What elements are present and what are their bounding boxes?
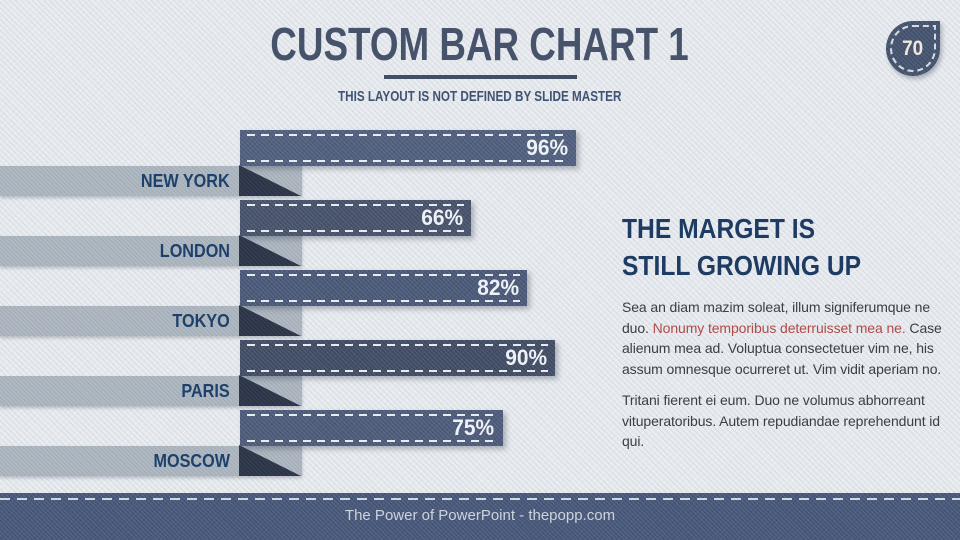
bar-moscow: 75% <box>240 410 503 446</box>
category-label: NEW YORK <box>141 170 230 191</box>
stitch-line <box>247 300 520 302</box>
title-underline <box>383 74 577 79</box>
value-label: 82% <box>477 275 519 300</box>
text-block: THE MARGET IS STILL GROWING UP Sea an di… <box>622 210 954 463</box>
stitch-line <box>247 230 464 232</box>
chart-row: TOKYO 82% <box>0 270 620 340</box>
stitch-line <box>247 414 496 416</box>
body-paragraph-2: Tritani fierent ei eum. Duo ne volumus a… <box>622 392 940 449</box>
value-label: 96% <box>526 135 568 160</box>
slide-subtitle: THIS LAYOUT IS NOT DEFINED BY SLIDE MAST… <box>338 87 622 105</box>
bar-tokyo: 82% <box>240 270 527 306</box>
stitch-line <box>247 204 464 206</box>
page-title: CUSTOM BAR CHART 1 <box>270 18 690 70</box>
bar-paris: 90% <box>240 340 555 376</box>
value-label: 66% <box>421 205 463 230</box>
page-number: 70 <box>902 36 924 60</box>
chart-row: NEW YORK 96% <box>0 130 620 200</box>
value-label: 90% <box>505 345 547 370</box>
bar-new-york: 96% <box>240 130 576 166</box>
chart-row: PARIS 90% <box>0 340 620 410</box>
stitch-line <box>247 274 520 276</box>
stitch-line <box>0 498 960 500</box>
chart-row: MOSCOW 75% <box>0 410 620 480</box>
footer-bar: The Power of PowerPoint - thepopp.com <box>0 493 960 540</box>
stitch-line <box>247 440 496 442</box>
category-label: TOKYO <box>172 310 230 331</box>
category-label: MOSCOW <box>153 450 231 471</box>
value-label: 75% <box>452 415 495 440</box>
bar-london: 66% <box>240 200 471 236</box>
stitch-line <box>247 344 548 346</box>
bar-chart: NEW YORK 96% LONDON 66% TOKYO <box>0 130 620 480</box>
stitch-line <box>247 160 569 162</box>
category-label: PARIS <box>181 380 230 401</box>
category-label: LONDON <box>159 240 230 261</box>
slide-header: CUSTOM BAR CHART 1 THIS LAYOUT IS NOT DE… <box>0 0 960 105</box>
body-paragraph-1: Sea an diam mazim soleat, illum signifer… <box>622 299 942 377</box>
page-number-badge: 70 <box>886 21 940 76</box>
stitch-line <box>247 370 548 372</box>
highlighted-text: Nonumy temporibus deterruisset mea ne. <box>652 319 906 336</box>
stitch-border <box>890 25 936 72</box>
section-heading: THE MARGET IS STILL GROWING UP <box>622 213 862 281</box>
footer-credit: The Power of PowerPoint - thepopp.com <box>344 507 616 524</box>
stitch-line <box>247 134 569 136</box>
chart-row: LONDON 66% <box>0 200 620 270</box>
